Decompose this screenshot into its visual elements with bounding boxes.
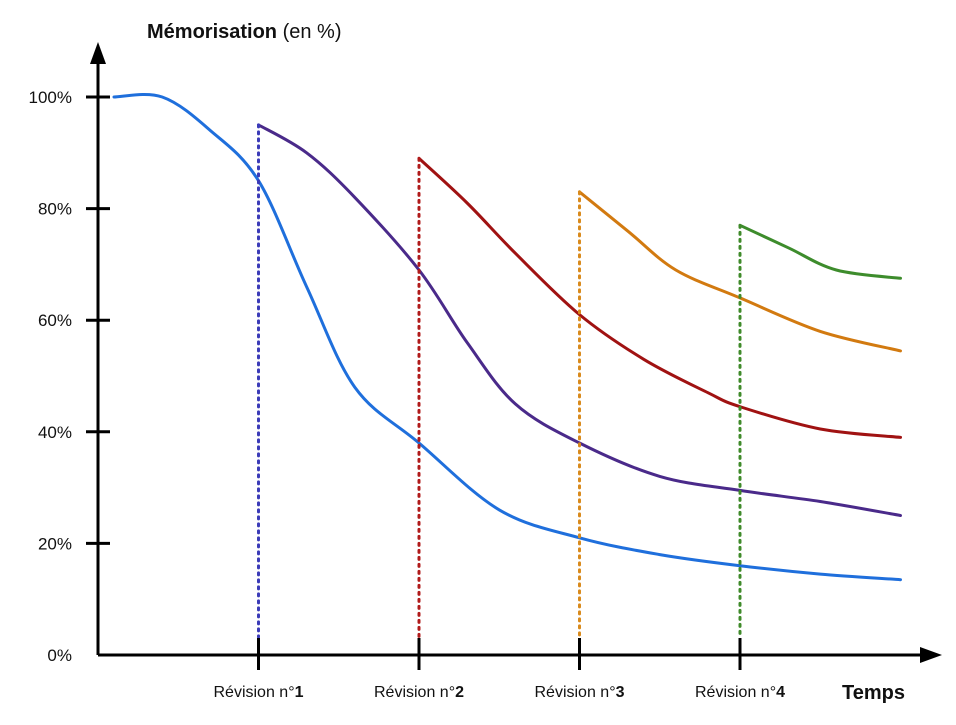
revision-label-prefix: Révision n° xyxy=(695,684,776,701)
chart-title-suffix: (en %) xyxy=(277,21,341,43)
revision-label-prefix: Révision n° xyxy=(213,684,294,701)
y-tick-label: 60% xyxy=(38,311,72,330)
series-curve-1 xyxy=(112,93,902,582)
revision-label-number: 1 xyxy=(295,684,304,701)
y-tick-label: 40% xyxy=(38,423,72,442)
y-axis-arrow xyxy=(90,42,106,64)
chart-title: Mémorisation (en %) xyxy=(147,21,342,43)
chart-title-main: Mémorisation xyxy=(147,21,277,43)
y-tick-label: 100% xyxy=(29,88,72,107)
y-tick-label: 80% xyxy=(38,200,72,219)
axes-layer xyxy=(90,42,942,663)
revision-4-label: Révision n°4 xyxy=(695,684,785,701)
series-curve-3 xyxy=(417,156,902,439)
x-axis-title: Temps xyxy=(842,682,905,704)
revision-layer: Révision n°1 Révision n°2 Révision n°3 Révi… xyxy=(213,123,785,701)
series-curve-5 xyxy=(738,223,902,280)
y-tick-label: 20% xyxy=(38,534,72,553)
revision-label-prefix: Révision n° xyxy=(534,684,615,701)
y-tick-label: 0% xyxy=(47,646,72,665)
revision-label-prefix: Révision n° xyxy=(374,684,455,701)
series-curve-4 xyxy=(578,190,902,353)
ticks-layer: 0% 20% 40% 60% 80% 100% xyxy=(29,88,110,665)
series-layer xyxy=(112,93,902,582)
x-axis-arrow xyxy=(920,647,942,663)
series-curve-2 xyxy=(257,123,902,517)
revision-label-number: 3 xyxy=(616,684,625,701)
revision-label-number: 4 xyxy=(776,684,785,701)
revision-2-label: Révision n°2 xyxy=(374,684,464,701)
revision-3-label: Révision n°3 xyxy=(534,684,624,701)
revision-1-label: Révision n°1 xyxy=(213,684,303,701)
revision-label-number: 2 xyxy=(455,684,464,701)
